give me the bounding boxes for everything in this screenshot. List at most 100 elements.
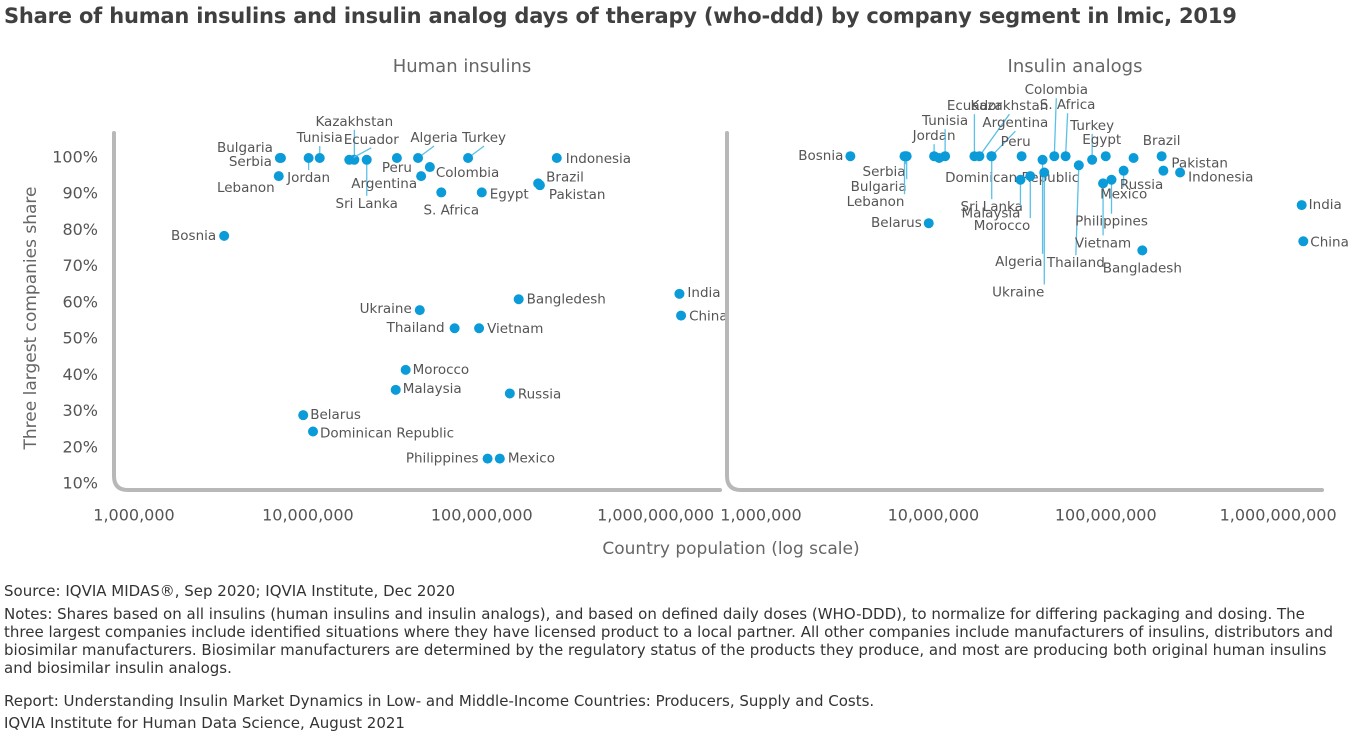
point-label: Argentina — [351, 176, 417, 192]
x-tick-label: 100,000,000 — [1055, 506, 1157, 525]
data-point — [1296, 200, 1307, 211]
data-point — [1098, 178, 1109, 189]
data-point — [400, 364, 411, 375]
data-point — [1025, 171, 1036, 182]
point-label: Lebanon — [217, 180, 275, 196]
x-tick-label: 1,000,000 — [720, 506, 801, 525]
data-point — [551, 153, 562, 163]
point-label: Dominican Republic — [320, 425, 454, 441]
data-point — [1128, 153, 1139, 163]
point-label: Philippines — [406, 451, 479, 467]
data-point — [1137, 245, 1148, 256]
panel-title: Human insulins — [393, 56, 532, 77]
x-tick-label: 10,000,000 — [888, 506, 980, 525]
point-label: Egypt — [490, 186, 529, 202]
point-label: Sri Lanka — [961, 199, 1023, 215]
point-label: Thailand — [386, 320, 445, 336]
data-point — [344, 154, 355, 165]
point-label: Lebanon — [847, 194, 905, 210]
data-point — [1073, 160, 1084, 171]
point-label: Bulgaria — [851, 179, 907, 195]
scatter-chart: Three largest companies share 100% 90% 80% 7… — [21, 56, 1349, 559]
data-point — [414, 305, 425, 316]
data-point — [413, 153, 424, 163]
point-label: Kazakhstan — [315, 114, 393, 130]
x-tick-label: 1,000,000,000 — [1220, 506, 1337, 525]
point-label: India — [1309, 197, 1342, 213]
y-tick-label: 90% — [62, 184, 98, 203]
point-label: Russia — [1120, 177, 1163, 193]
point-label: Thailand — [1046, 255, 1105, 271]
point-label: Brazil — [1143, 133, 1181, 149]
leader-line — [1053, 98, 1057, 157]
point-label: Bosnia — [171, 228, 216, 244]
point-label: Tunisia — [921, 113, 968, 129]
point-label: Malaysia — [403, 381, 462, 397]
data-point — [1175, 167, 1186, 178]
leader-line — [1075, 165, 1080, 256]
y-tick-label: 30% — [62, 401, 98, 420]
point-label: Jordan — [912, 128, 956, 144]
chart-title: Share of human insulins and insulin anal… — [4, 4, 1237, 28]
data-point — [1039, 167, 1050, 178]
point-label: Pakistan — [1171, 156, 1228, 172]
point-label: China — [689, 309, 728, 325]
data-point — [986, 151, 997, 162]
data-point — [424, 162, 435, 173]
x-tick-label: 1,000,000 — [93, 506, 174, 525]
point-label: Indonesia — [566, 151, 631, 167]
data-point — [1037, 154, 1048, 165]
point-label: Mexico — [1100, 187, 1147, 203]
data-point — [974, 151, 985, 162]
point-label: Morocco — [413, 362, 470, 378]
point-label: Brazil — [546, 169, 584, 185]
point-label: Ukraine — [360, 301, 412, 317]
y-axis-label: Three largest companies share — [21, 187, 41, 451]
data-point — [463, 153, 474, 163]
data-point — [504, 388, 515, 399]
data-point — [298, 410, 309, 421]
data-point — [676, 310, 687, 321]
data-point — [1156, 151, 1167, 162]
point-label: India — [687, 285, 720, 301]
source-note: Source: IQVIA MIDAS®, Sep 2020; IQVIA In… — [4, 582, 456, 600]
data-point — [307, 426, 318, 437]
point-label: Peru — [382, 160, 412, 176]
point-label: Jordan — [286, 170, 330, 186]
data-point — [845, 151, 856, 162]
y-tick-label: 10% — [62, 474, 98, 493]
data-point — [449, 323, 460, 334]
leader-line — [978, 113, 1010, 157]
data-point — [476, 187, 487, 198]
data-point — [1106, 174, 1117, 185]
data-point — [534, 180, 545, 191]
y-tick-label: 70% — [62, 256, 98, 275]
point-label: Bosnia — [798, 148, 843, 164]
x-tick-label: 1,000,000,000 — [597, 506, 714, 525]
point-label: Algeria — [995, 254, 1042, 270]
leader-line — [1064, 113, 1069, 157]
data-point — [482, 453, 493, 464]
y-tick-label: 60% — [62, 292, 98, 311]
data-point — [390, 384, 401, 395]
point-label: China — [1310, 234, 1349, 250]
point-label: Colombia — [1025, 82, 1088, 98]
point-label: Kazakhstan — [971, 98, 1049, 114]
data-point — [513, 294, 524, 305]
data-point — [1298, 236, 1309, 247]
data-point — [361, 154, 372, 165]
data-point — [416, 171, 427, 182]
y-tick-label: 40% — [62, 365, 98, 384]
point-label: Dominican Republic — [945, 170, 1079, 186]
axis-frame — [112, 131, 722, 492]
point-label: Algeria — [410, 130, 457, 146]
data-point — [303, 153, 314, 163]
point-label: Egypt — [1082, 132, 1121, 148]
data-point — [273, 171, 284, 182]
notes-text: Notes: Shares based on all insulins (hum… — [4, 605, 1334, 677]
point-label: Tunisia — [296, 130, 343, 146]
data-point — [1100, 151, 1111, 162]
report-note: Report: Understanding Insulin Market Dyn… — [4, 692, 875, 710]
data-point — [1049, 151, 1060, 162]
point-label: Bangladesh — [1103, 260, 1182, 276]
